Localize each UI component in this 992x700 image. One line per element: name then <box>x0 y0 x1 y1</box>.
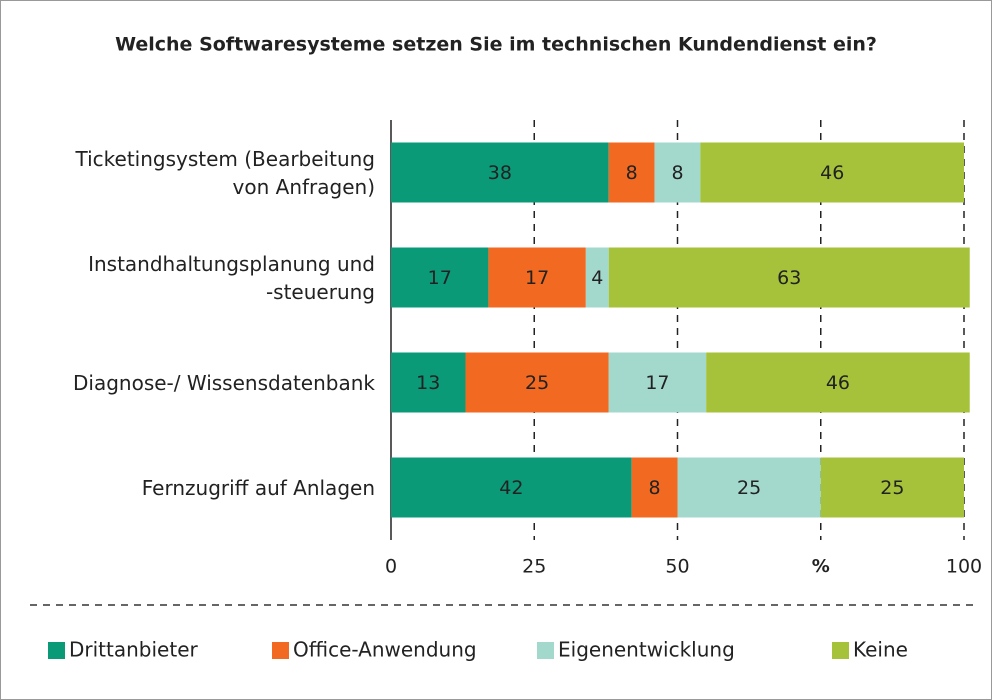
chart-title: Welche Softwaresysteme setzen Sie im tec… <box>115 34 877 56</box>
data-label: 42 <box>499 477 523 499</box>
x-tick-label: 50 <box>665 556 689 578</box>
legend-label: Eigenentwicklung <box>558 638 735 662</box>
y-tick-label: Ticketingsystem (Bearbeitung von Anfrage… <box>75 146 375 199</box>
bar-segment <box>488 247 586 308</box>
legend-swatch <box>272 642 289 659</box>
data-label: 13 <box>416 372 440 394</box>
bar-segment <box>391 247 489 308</box>
bar-segment <box>391 352 466 413</box>
bar-segment <box>608 142 655 203</box>
data-label: 46 <box>826 372 850 394</box>
data-label: 8 <box>671 162 683 184</box>
bar-segment <box>820 457 964 518</box>
data-label: 38 <box>488 162 512 184</box>
bar-segment <box>631 457 678 518</box>
bar-segment <box>608 352 707 413</box>
y-tick-label: Diagnose-/ Wissensdatenbank <box>73 370 375 395</box>
data-label: 17 <box>525 267 549 289</box>
bar-segment <box>706 352 970 413</box>
bar-segment <box>608 247 970 308</box>
bar-segment <box>585 247 609 308</box>
legend-label: Office-Anwendung <box>293 638 477 662</box>
legend-swatch <box>832 642 849 659</box>
bar-segment <box>677 457 821 518</box>
x-tick-label: 25 <box>522 556 546 578</box>
data-label: 25 <box>737 477 761 499</box>
data-label: 46 <box>820 162 844 184</box>
data-label: 8 <box>626 162 638 184</box>
x-tick-label: 0 <box>385 556 397 578</box>
legend-swatch <box>48 642 65 659</box>
bar-segment <box>465 352 609 413</box>
data-label: 17 <box>645 372 669 394</box>
legend-label: Drittanbieter <box>69 638 198 662</box>
bar-segment <box>391 142 609 203</box>
y-tick-label: Instandhaltungsplanung und -steuerung <box>88 251 375 304</box>
bar-segment <box>391 457 632 518</box>
legend-swatch <box>537 642 554 659</box>
x-tick-label: % <box>812 556 830 577</box>
data-label: 63 <box>777 267 801 289</box>
y-tick-label: Fernzugriff auf Anlagen <box>141 475 375 500</box>
data-label: 4 <box>591 267 603 289</box>
data-label: 25 <box>880 477 904 499</box>
data-label: 17 <box>428 267 452 289</box>
bar-segment <box>700 142 964 203</box>
data-label: 8 <box>649 477 661 499</box>
x-tick-label: 100 <box>946 556 982 578</box>
legend-label: Keine <box>853 638 908 662</box>
bar-segment <box>654 142 701 203</box>
data-label: 25 <box>525 372 549 394</box>
